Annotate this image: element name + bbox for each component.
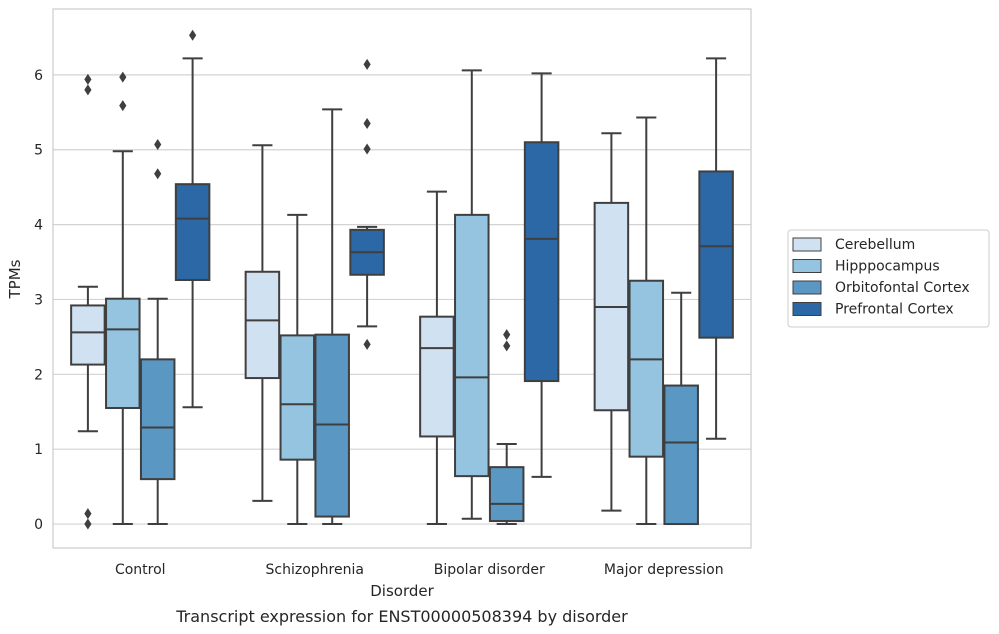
box-body [244, 270, 281, 380]
outlier-0 [363, 58, 371, 70]
outlier-3 [84, 518, 92, 530]
y-tick-label-0: 0 [34, 517, 43, 533]
legend-label-2: Orbitofontal Cortex [835, 280, 970, 296]
box-body [139, 358, 176, 481]
x-tick-label-2: Bipolar disorder [434, 562, 545, 578]
x-axis-label: Disorder [370, 582, 434, 600]
y-tick-labels: 0 1 2 3 4 5 6 [34, 68, 43, 533]
y-tick-label-6: 6 [34, 68, 43, 84]
legend-swatch-1 [792, 259, 822, 273]
x-tick-label-0: Control [115, 562, 166, 578]
legend-swatch-0 [792, 237, 822, 252]
box-body [174, 183, 211, 281]
box-0-1 [244, 144, 281, 502]
x-tick-label-3: Major depression [604, 562, 724, 578]
legend-swatch-3 [792, 302, 822, 316]
box-2-3 [663, 291, 699, 526]
box-body [663, 384, 699, 526]
box-0-3 [593, 132, 630, 512]
box-1-3 [628, 116, 665, 526]
box-0-2 [419, 190, 455, 526]
legend-label-0: Cerebellum [835, 237, 915, 253]
box-3-3 [698, 57, 734, 440]
box-body [419, 315, 455, 438]
outlier-0 [189, 29, 197, 41]
outlier-3 [363, 338, 371, 350]
y-tick-label-4: 4 [34, 218, 43, 234]
box-body [70, 304, 106, 366]
legend-label-3: Prefrontal Cortex [835, 302, 954, 318]
box-body [314, 333, 350, 518]
box-1-0 [105, 71, 141, 526]
legend-swatch-2 [792, 280, 822, 295]
box-body [105, 297, 141, 410]
box-3-0 [174, 29, 211, 409]
box-body [488, 466, 525, 523]
boxes [70, 29, 734, 530]
outlier-1 [503, 340, 511, 352]
outlier-0 [84, 73, 92, 85]
outlier-1 [363, 118, 371, 130]
plot-frame [52, 8, 752, 549]
legend: Cerebellum Hipppocampus Orbitofontal Corte… [787, 229, 990, 328]
box-2-2 [488, 329, 525, 526]
box-3-2 [523, 72, 560, 478]
y-tick-label-1: 1 [34, 442, 43, 458]
box-body [628, 279, 665, 458]
box-2-0 [139, 138, 176, 526]
box-1-1 [279, 213, 316, 526]
box-3-1 [349, 58, 385, 350]
box-body [279, 334, 316, 461]
outlier-0 [154, 138, 162, 150]
x-tick-label-1: Schizophrenia [266, 562, 364, 578]
box-0-0 [70, 73, 106, 530]
y-tick-label-2: 2 [34, 367, 43, 383]
y-tick-label-3: 3 [34, 292, 43, 308]
chart-caption: Transcript expression for ENST0000050839… [175, 607, 628, 626]
outlier-0 [119, 71, 127, 83]
box-body [454, 213, 490, 478]
y-axis-label: TPMs [6, 259, 24, 299]
box-body [698, 170, 734, 339]
y-tick-label-5: 5 [34, 143, 43, 159]
box-1-2 [454, 69, 490, 520]
box-2-1 [314, 108, 350, 526]
box-body [523, 141, 560, 383]
outlier-2 [84, 508, 92, 520]
outlier-2 [363, 143, 371, 155]
outlier-1 [119, 100, 127, 112]
x-tick-labels: Control Schizophrenia Bipolar disorder Majo… [115, 562, 724, 578]
legend-label-1: Hipppocampus [835, 259, 940, 275]
outlier-1 [154, 168, 162, 180]
outlier-0 [503, 329, 511, 341]
legend-frame [787, 229, 990, 328]
outlier-1 [84, 84, 92, 96]
